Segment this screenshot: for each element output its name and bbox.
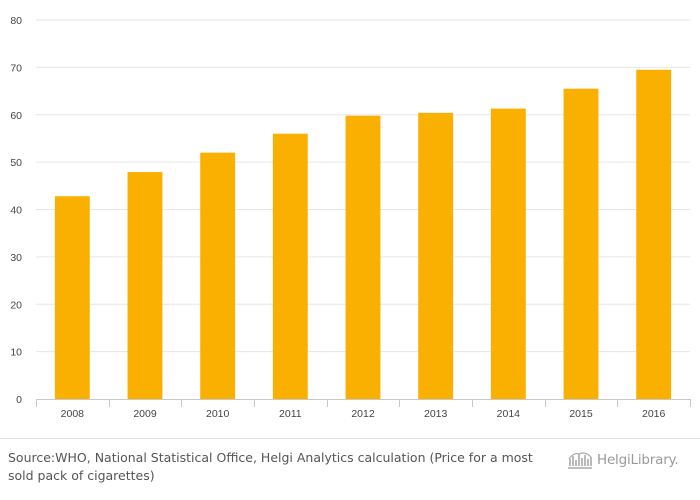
bar-2010[interactable]: [200, 152, 236, 399]
bar-2009[interactable]: [127, 172, 163, 399]
x-tick-label: 2013: [424, 408, 448, 420]
source-prefix: Source:: [8, 450, 56, 465]
logo-text: HelgiLibrary.: [597, 452, 679, 468]
bar-2014[interactable]: [490, 108, 526, 399]
footer-divider: [0, 438, 700, 439]
source-text: WHO, National Statistical Office, Helgi …: [8, 450, 533, 483]
bar-2013[interactable]: [418, 112, 454, 399]
library-building-icon: [568, 452, 592, 469]
y-tick-label: 80: [10, 15, 22, 27]
y-tick-label: 30: [10, 252, 22, 264]
bar-2015[interactable]: [563, 88, 599, 399]
x-tick-label: 2011: [279, 408, 302, 420]
x-tick-label: 2015: [569, 408, 593, 420]
bar-2008[interactable]: [54, 196, 90, 399]
x-tick-label: 2012: [351, 408, 375, 420]
y-tick-label: 70: [10, 62, 22, 74]
x-tick-label: 2016: [642, 408, 666, 420]
y-tick-label: 50: [10, 157, 22, 169]
bar-2011[interactable]: [272, 133, 308, 399]
bar-chart: 0 10 20 30 40 50 60 70 80 2008 2009 2010 2011 2012 201…: [10, 15, 691, 420]
y-tick-label: 40: [10, 205, 22, 217]
helgi-library-logo[interactable]: HelgiLibrary.: [566, 449, 679, 471]
x-tick-label: 2010: [206, 408, 230, 420]
y-tick-label: 20: [10, 299, 22, 311]
y-tick-label: 60: [10, 110, 22, 122]
bar-2012[interactable]: [345, 115, 381, 399]
bar-2016[interactable]: [636, 69, 672, 400]
source-note: Source: WHO, National Statistical Office…: [8, 449, 548, 485]
y-tick-label: 0: [16, 394, 22, 406]
x-tick-label: 2014: [497, 408, 521, 420]
x-tick-label: 2008: [61, 408, 85, 420]
y-tick-label: 10: [10, 347, 22, 359]
x-tick-label: 2009: [133, 408, 157, 420]
